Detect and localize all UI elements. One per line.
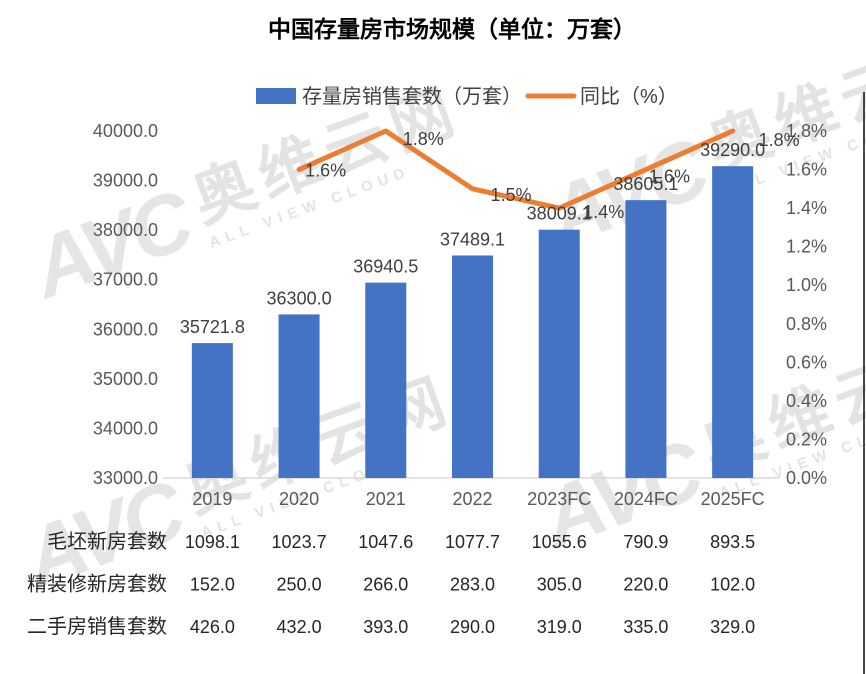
left-axis-tick: 35000.0 xyxy=(93,369,158,389)
legend-bar-label: 存量房销售套数（万套） xyxy=(302,85,522,108)
table-row-header: 毛坯新房套数 xyxy=(47,530,167,553)
table-row-header: 精装修新房套数 xyxy=(27,573,167,596)
bar-value-label: 38009.1 xyxy=(527,204,592,224)
table-cell-value: 266.0 xyxy=(363,575,408,595)
table-cell-value: 283.0 xyxy=(450,575,495,595)
bar-value-label: 36940.5 xyxy=(353,257,418,277)
left-axis-tick: 33000.0 xyxy=(93,468,158,488)
table-cell-value: 1055.6 xyxy=(532,532,587,552)
table-cell-value: 305.0 xyxy=(537,575,582,595)
line-value-label: 1.5% xyxy=(491,185,532,205)
right-axis-tick: 1.4% xyxy=(786,198,827,218)
table-cell-value: 1047.6 xyxy=(358,532,413,552)
table-cell-value: 1023.7 xyxy=(272,532,327,552)
bar-value-label: 38605.1 xyxy=(613,174,678,194)
right-axis-tick: 0.2% xyxy=(786,429,827,449)
table-cell-value: 152.0 xyxy=(190,575,235,595)
right-axis-tick: 1.6% xyxy=(786,160,827,180)
left-axis-tick: 38000.0 xyxy=(93,220,158,240)
x-axis-category-label: 2023FC xyxy=(527,489,591,509)
table-cell-value: 250.0 xyxy=(277,575,322,595)
x-axis-category-label: 2021 xyxy=(366,489,406,509)
table-cell-value: 893.5 xyxy=(710,532,755,552)
line-value-label: 1.6% xyxy=(649,167,690,187)
line-value-label: 1.8% xyxy=(403,129,444,149)
table-cell-value: 1098.1 xyxy=(185,532,240,552)
line-value-label: 1.4% xyxy=(583,202,624,222)
right-axis-tick: 1.2% xyxy=(786,237,827,257)
bar-2024FC xyxy=(625,200,667,478)
left-axis-tick: 39000.0 xyxy=(93,171,158,191)
table-cell-value: 1077.7 xyxy=(445,532,500,552)
table-cell-value: 102.0 xyxy=(710,575,755,595)
legend-bar-swatch xyxy=(256,88,296,104)
x-axis-category-label: 2024FC xyxy=(614,489,678,509)
yoy-growth-line xyxy=(296,128,736,211)
left-axis-tick: 34000.0 xyxy=(93,418,158,438)
bar-2025FC xyxy=(712,166,754,478)
line-value-label: 1.6% xyxy=(305,161,346,181)
right-axis-tick: 0.4% xyxy=(786,391,827,411)
bar-2021 xyxy=(365,282,407,478)
x-axis-category-label: 2025FC xyxy=(701,489,765,509)
table-row-header: 二手房销售套数 xyxy=(27,615,167,638)
right-axis-tick: 1.8% xyxy=(786,121,827,141)
bar-2022 xyxy=(452,255,493,478)
left-axis-tick: 37000.0 xyxy=(93,270,158,290)
right-axis-tick: 0.6% xyxy=(786,352,827,372)
right-axis-tick: 1.0% xyxy=(786,275,827,295)
bar-2023FC xyxy=(538,229,580,478)
bar-value-label: 39290.0 xyxy=(700,140,765,160)
bar-value-label: 37489.1 xyxy=(440,229,505,249)
chart-legend: 存量房销售套数（万套） 同比（%） xyxy=(256,85,678,108)
bar-value-label: 36300.0 xyxy=(267,288,332,308)
table-cell-value: 393.0 xyxy=(363,617,408,637)
table-cell-value: 220.0 xyxy=(623,575,668,595)
chart-title: 中国存量房市场规模（单位：万套） xyxy=(268,16,636,42)
table-cell-value: 335.0 xyxy=(623,617,668,637)
left-axis-tick: 36000.0 xyxy=(93,319,158,339)
table-cell-value: 432.0 xyxy=(277,617,322,637)
bar-value-label: 35721.8 xyxy=(180,317,245,337)
table-cell-value: 790.9 xyxy=(623,532,668,552)
table-cell-value: 290.0 xyxy=(450,617,495,637)
x-axis-category-label: 2022 xyxy=(452,489,492,509)
bar-2019 xyxy=(191,343,233,478)
right-axis-tick: 0.8% xyxy=(786,314,827,334)
left-axis-tick: 40000.0 xyxy=(93,121,158,141)
line-value-label: 1.8% xyxy=(759,130,800,150)
legend-line-label: 同比（%） xyxy=(580,85,678,108)
right-axis-tick: 0.0% xyxy=(786,468,827,488)
table-cell-value: 426.0 xyxy=(190,617,235,637)
bar-2020 xyxy=(278,314,320,478)
table-cell-value: 329.0 xyxy=(710,617,755,637)
x-axis-category-label: 2019 xyxy=(192,489,232,509)
table-cell-value: 319.0 xyxy=(537,617,582,637)
x-axis-category-label: 2020 xyxy=(279,489,319,509)
